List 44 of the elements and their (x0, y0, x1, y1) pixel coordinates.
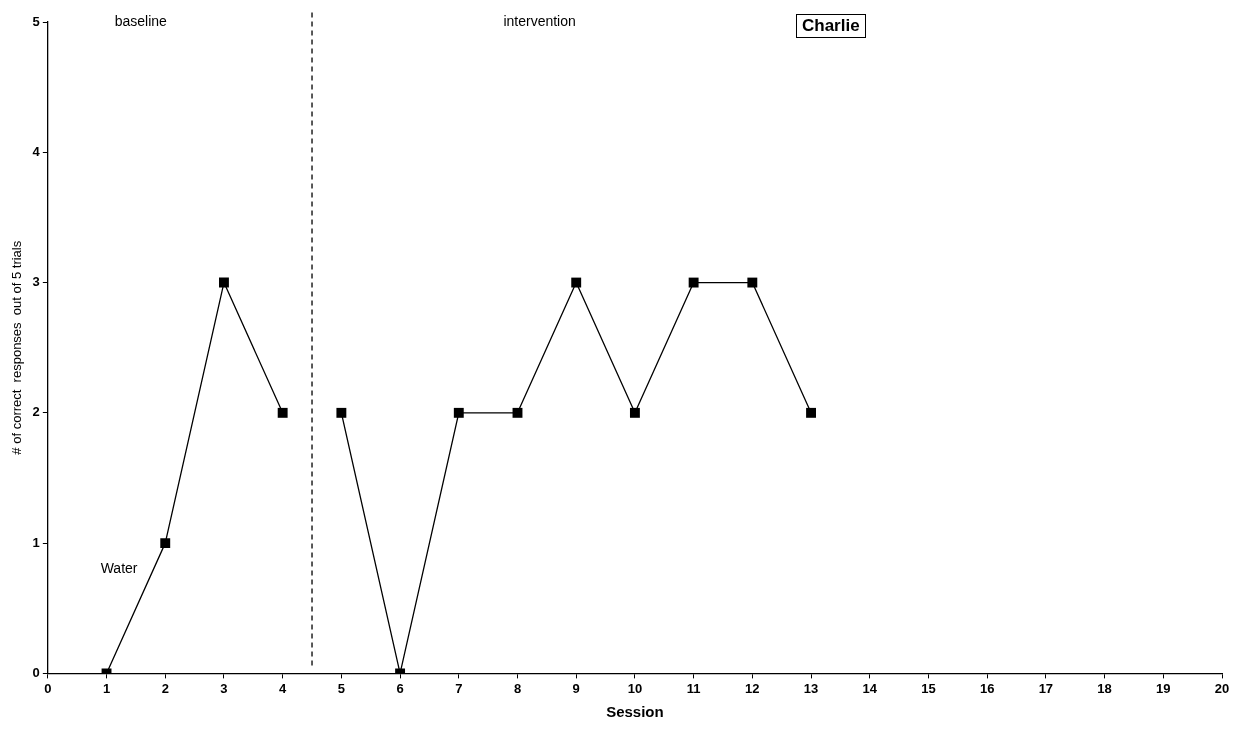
point (806, 407, 816, 418)
y-tick-label: 1 (32, 534, 40, 550)
x-tick-label: 1 (102, 680, 111, 696)
x-tick-label: 11 (686, 680, 701, 696)
x-tick-label: 8 (513, 680, 522, 696)
x-tick-label: 2 (161, 680, 169, 696)
x-tick-label: 15 (921, 680, 936, 696)
x-tick-label: 12 (745, 680, 760, 696)
x-tick-label: 20 (1214, 680, 1230, 696)
point (747, 277, 758, 288)
y-tick-label: 5 (32, 13, 40, 29)
chart-title: Charlie (796, 14, 866, 38)
x-tick-label: 7 (455, 680, 463, 696)
point (629, 407, 640, 418)
point (336, 407, 347, 418)
x-tick-label: 5 (337, 680, 345, 696)
x-tick-label: 10 (627, 680, 643, 696)
point (277, 407, 288, 418)
x-tick-label: 0 (44, 680, 52, 696)
point (160, 538, 171, 549)
annotation: Water (100, 560, 138, 577)
y-tick-label: 3 (32, 274, 40, 290)
y-tick-label: 0 (32, 664, 40, 680)
x-tick-label: 17 (1038, 680, 1054, 696)
annotation: baseline (114, 12, 168, 29)
y-tick-label: 2 (32, 404, 40, 420)
x-tick-label: 13 (803, 680, 819, 696)
x-tick-label: 19 (1156, 680, 1171, 696)
point (219, 277, 229, 288)
x-tick-label: 18 (1097, 680, 1112, 696)
point (453, 407, 464, 418)
x-tick-label: 16 (979, 680, 995, 696)
x-tick-label: 3 (220, 680, 228, 696)
x-tick-label: 4 (279, 680, 288, 696)
point (512, 407, 523, 418)
x-tick-label: 6 (396, 680, 404, 696)
annotation: intervention (503, 12, 576, 29)
x-tick-label: 9 (572, 680, 580, 696)
x-axis-title: Session (606, 703, 664, 721)
x-tick-label: 14 (862, 680, 878, 696)
point (571, 277, 582, 288)
y-tick-label: 4 (32, 143, 41, 159)
y-axis-title: # of correct responses out of 5 trials (9, 240, 25, 455)
point (688, 277, 699, 288)
